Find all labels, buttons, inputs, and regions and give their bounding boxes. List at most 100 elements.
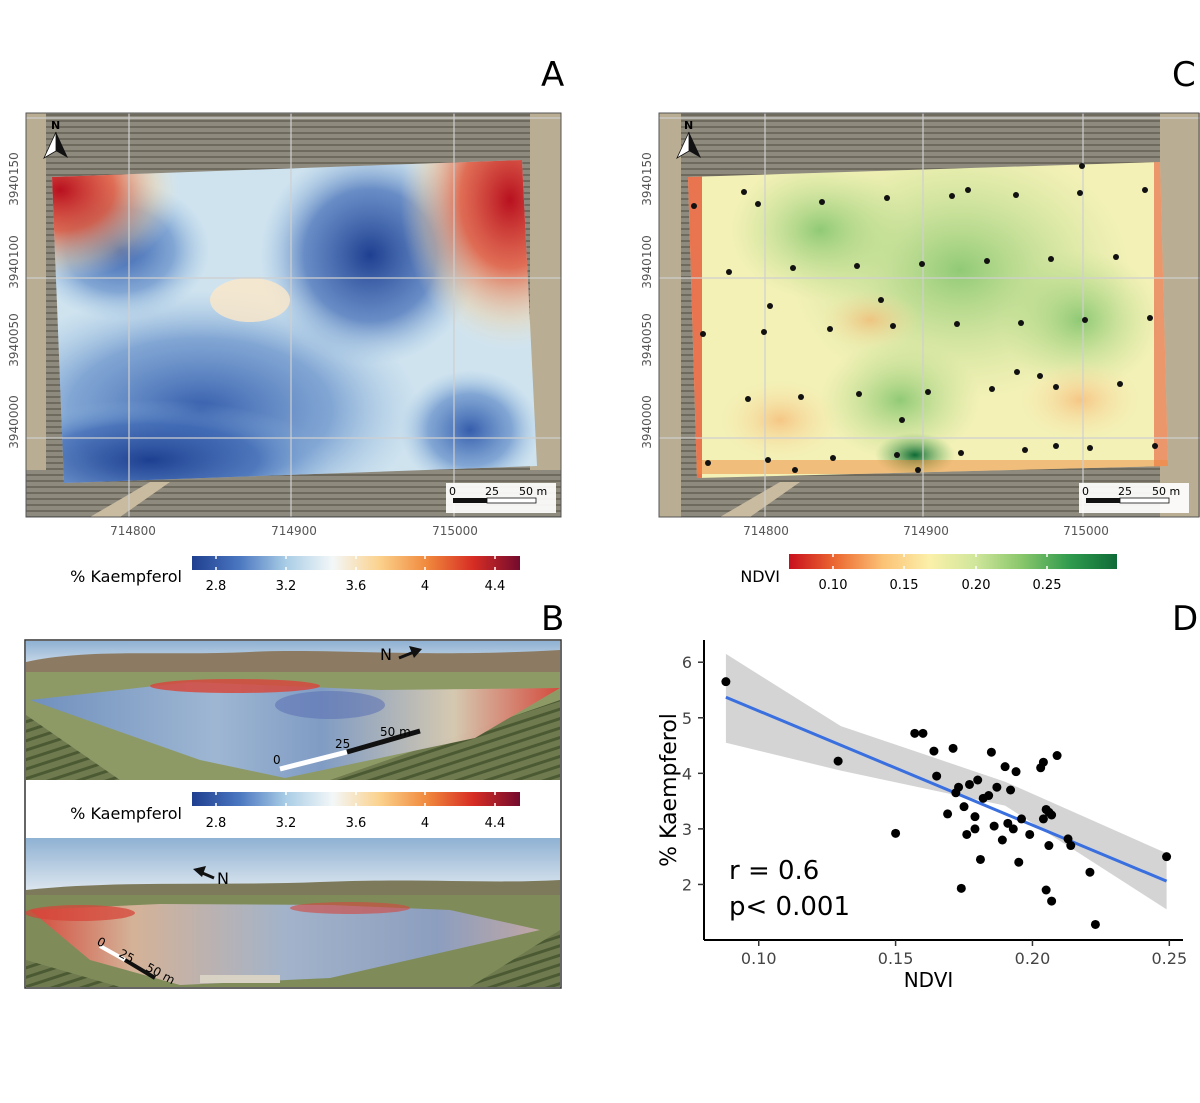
y-tick-label: 3 — [682, 820, 692, 839]
colorbar-label: 3.6 — [346, 816, 367, 831]
sample-point — [819, 199, 825, 205]
sample-point — [1053, 443, 1059, 449]
y-axis-label: % Kaempferol — [657, 713, 682, 867]
scatter-point — [1052, 751, 1062, 761]
scatter-point — [1011, 767, 1021, 777]
scatter-point — [929, 746, 939, 756]
colorbar — [192, 556, 520, 570]
colorbar-label: 2.8 — [206, 816, 227, 831]
scatter-point — [970, 824, 980, 834]
sample-point — [894, 452, 900, 458]
sample-point — [741, 189, 747, 195]
scalebar-label-0: 0 — [273, 753, 281, 767]
scatter-point — [1085, 867, 1095, 877]
sample-point — [1013, 192, 1019, 198]
x-tick: 715000 — [432, 524, 478, 538]
legend-kaempferol-mid: % Kaempferol 2.8 3.2 3.6 4 4.4 — [70, 792, 520, 831]
y-tick: 3940000 — [640, 395, 654, 448]
scatter-point — [962, 829, 972, 839]
sample-point — [915, 467, 921, 473]
scalebar-label-25: 25 — [1118, 485, 1132, 498]
scatter-point — [997, 835, 1007, 845]
scatter-point — [965, 779, 975, 789]
scatter-point — [948, 743, 958, 753]
sample-point — [790, 265, 796, 271]
panel-letter-d: D — [1172, 599, 1198, 639]
north-label: N — [51, 119, 60, 132]
sample-point — [827, 326, 833, 332]
map-a: 0 25 50 m — [26, 113, 561, 517]
y-tick: 3940100 — [640, 235, 654, 288]
scatter-point — [1038, 814, 1048, 824]
y-tick-label: 2 — [682, 875, 692, 894]
sample-point — [856, 391, 862, 397]
scatter-point — [1162, 852, 1172, 862]
y-tick: 3940150 — [640, 152, 654, 205]
scalebar-label-25: 25 — [335, 737, 350, 751]
sample-point — [1152, 443, 1158, 449]
scatter-point — [943, 809, 953, 819]
legend-title: % Kaempferol — [70, 567, 182, 586]
colorbar-ticks — [215, 792, 496, 806]
sample-point — [1082, 317, 1088, 323]
north-label: N — [380, 645, 392, 664]
scatter-point — [1038, 757, 1048, 767]
scatter-point — [1041, 885, 1051, 895]
y-axis-ticks-a: 3940000 3940050 3940100 3940150 — [7, 152, 21, 448]
scatter-point — [1047, 896, 1057, 906]
panel-a: A — [7, 55, 564, 538]
scalebar-label-50m: 50 m — [380, 725, 411, 739]
scatter-point — [1066, 841, 1076, 851]
sample-point — [884, 195, 890, 201]
view-3d-2: 0 25 50 m N — [25, 838, 560, 987]
scatter-point — [970, 812, 980, 822]
x-axis-label: NDVI — [904, 968, 954, 992]
x-tick-label: 0.10 — [741, 949, 777, 968]
colorbar-label: 3.2 — [276, 816, 297, 831]
scatter-point — [954, 782, 964, 792]
y-tick: 3940150 — [7, 152, 21, 205]
scalebar-label-0: 0 — [1082, 485, 1089, 498]
panel-b: B 0 25 50 m N — [24, 599, 564, 989]
colorbar-label: 4.4 — [485, 579, 506, 594]
sample-point — [958, 450, 964, 456]
north-arrow-icon: N — [676, 119, 701, 159]
scatter-point — [833, 756, 843, 766]
scatter-point — [1008, 824, 1018, 834]
panel-letter-c: C — [1172, 55, 1196, 95]
legend-title: NDVI — [740, 567, 780, 586]
x-tick: 714900 — [903, 524, 949, 538]
scatter-point — [973, 775, 983, 785]
y-tick: 3940100 — [7, 235, 21, 288]
scatter-point — [1047, 810, 1057, 820]
sample-point — [700, 331, 706, 337]
colorbar-ticks — [215, 556, 496, 570]
sample-point — [1117, 381, 1123, 387]
sample-point — [726, 269, 732, 275]
scatter-point — [891, 828, 901, 838]
sample-point — [925, 389, 931, 395]
colorbar-label: 4.4 — [485, 816, 506, 831]
scalebar-label-25: 25 — [485, 485, 499, 498]
sample-point — [691, 203, 697, 209]
scatter-point — [975, 854, 985, 864]
scatter-point — [1090, 919, 1100, 929]
sample-point — [767, 303, 773, 309]
sample-point — [1142, 187, 1148, 193]
colorbar-label: 3.6 — [346, 579, 367, 594]
y-tick: 3940050 — [7, 313, 21, 366]
scatter-point — [1044, 841, 1054, 851]
sample-point — [830, 455, 836, 461]
scatter-point — [1000, 762, 1010, 772]
x-tick-label: 0.15 — [878, 949, 914, 968]
sample-point — [755, 201, 761, 207]
scatter-point — [932, 771, 942, 781]
scatter-point — [959, 802, 969, 812]
legend-ndvi: NDVI 0.10 0.15 0.20 0.25 — [740, 554, 1117, 593]
sample-point — [989, 386, 995, 392]
colorbar — [789, 554, 1117, 569]
scalebar-label-0: 0 — [449, 485, 456, 498]
colorbar — [192, 792, 520, 806]
sample-point — [984, 258, 990, 264]
